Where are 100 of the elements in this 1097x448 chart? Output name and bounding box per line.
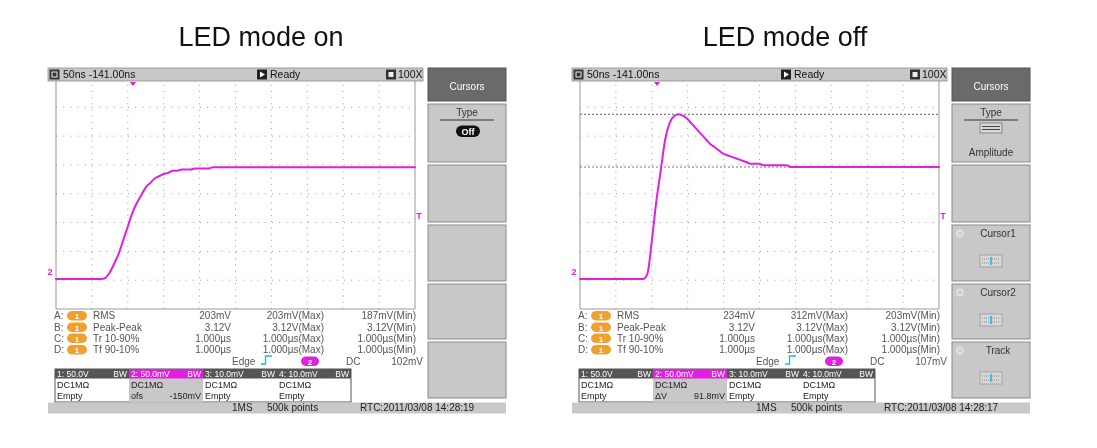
text: Off bbox=[461, 126, 476, 137]
text: 1 bbox=[74, 346, 80, 355]
text: Peak-Peak bbox=[93, 321, 143, 333]
text: 1 bbox=[598, 323, 604, 333]
text: BW bbox=[261, 368, 275, 379]
text: 1: 50.0V bbox=[581, 368, 613, 379]
text: C: bbox=[54, 332, 64, 344]
text: 3.12V(Max) bbox=[796, 321, 848, 333]
text: BW bbox=[335, 368, 349, 379]
text: 2 bbox=[571, 267, 577, 277]
text: 1.000µs(Min) bbox=[357, 344, 416, 355]
text: ofs bbox=[131, 390, 144, 401]
text: BW bbox=[113, 368, 127, 379]
text: 100X bbox=[922, 68, 947, 80]
text: 1 bbox=[74, 323, 80, 333]
text: T bbox=[940, 211, 947, 221]
text: 203mV(Min) bbox=[885, 310, 940, 321]
text: DC1MΩ bbox=[131, 379, 164, 390]
text: 2 bbox=[831, 357, 837, 367]
text: Cursors bbox=[449, 81, 485, 92]
text: Tr 10-90% bbox=[93, 332, 140, 344]
text: DC1MΩ bbox=[279, 379, 312, 390]
text: Amplitude bbox=[968, 146, 1014, 158]
text: 1 bbox=[598, 334, 604, 344]
text: C: bbox=[578, 332, 588, 344]
text: 1 bbox=[598, 346, 604, 355]
text: DC1MΩ bbox=[655, 379, 688, 390]
text: 1 bbox=[74, 312, 80, 321]
text: 1.000µs(Max) bbox=[262, 344, 324, 355]
text: 1 bbox=[74, 334, 80, 344]
text: 3.12V(Max) bbox=[272, 321, 324, 333]
text: Cursor2 bbox=[980, 287, 1017, 298]
text: ΔV bbox=[655, 390, 668, 401]
text: 2 bbox=[307, 357, 313, 367]
text: A: bbox=[54, 310, 64, 321]
text: 1.000µs(Min) bbox=[881, 344, 940, 355]
text: Ready bbox=[794, 68, 826, 80]
text: 91.8mV bbox=[693, 390, 725, 401]
text: 203mV bbox=[199, 310, 232, 321]
text: Empty bbox=[581, 390, 608, 401]
text: Empty bbox=[279, 390, 306, 401]
text: 187mV(Min) bbox=[361, 310, 416, 321]
text: Track bbox=[985, 345, 1012, 356]
text: 100X bbox=[398, 68, 423, 80]
text: 1.000µs(Max) bbox=[786, 344, 848, 355]
text: Empty bbox=[729, 390, 756, 401]
text: Cursor1 bbox=[980, 228, 1017, 239]
text: Edge bbox=[232, 355, 256, 367]
text: Peak-Peak bbox=[617, 321, 667, 333]
text: Empty bbox=[803, 390, 830, 401]
text: 3.12V bbox=[728, 321, 756, 333]
text: DC1MΩ bbox=[205, 379, 238, 390]
text: 1.000µs bbox=[719, 344, 755, 355]
text: Edge bbox=[756, 355, 780, 367]
text: 1 bbox=[598, 312, 604, 321]
text: BW bbox=[187, 368, 201, 379]
text: 234mV bbox=[723, 310, 756, 321]
text: DC1MΩ bbox=[57, 379, 90, 390]
text: 2: 50.0mV bbox=[131, 368, 171, 379]
text: 1.000µs(Max) bbox=[786, 332, 848, 344]
text: D: bbox=[54, 344, 64, 355]
text: 1.000µs bbox=[195, 344, 231, 355]
text: 3.12V(Min) bbox=[891, 321, 940, 333]
text: 1.000µs(Min) bbox=[357, 332, 416, 344]
chart-title: LED mode on bbox=[178, 22, 344, 52]
text: DC bbox=[346, 355, 361, 367]
text: 4: 10.0mV bbox=[279, 368, 319, 379]
text: 500k points bbox=[791, 402, 843, 413]
text: 1.000µs(Max) bbox=[262, 332, 324, 344]
text: A: bbox=[578, 310, 588, 321]
text: Tf 90-10% bbox=[93, 344, 140, 355]
text: 107mV bbox=[915, 355, 948, 367]
text: Cursors bbox=[973, 81, 1009, 92]
text: Tf 90-10% bbox=[617, 344, 664, 355]
text: T bbox=[416, 211, 423, 221]
text: Tr 10-90% bbox=[617, 332, 664, 344]
text: 3: 10.0mV bbox=[205, 368, 245, 379]
text: Type bbox=[456, 107, 479, 118]
text: 1MS bbox=[232, 402, 253, 413]
text: D: bbox=[578, 344, 588, 355]
text: Type bbox=[980, 107, 1003, 118]
text: DC1MΩ bbox=[803, 379, 836, 390]
text: Empty bbox=[57, 390, 84, 401]
text: 1MS bbox=[756, 402, 777, 413]
text: B: bbox=[578, 321, 588, 333]
text: 50ns -141.00ns bbox=[587, 68, 660, 80]
text: 1.000µs bbox=[719, 332, 755, 344]
text: DC bbox=[870, 355, 885, 367]
text: DC1MΩ bbox=[581, 379, 614, 390]
text: 1.000µs(Min) bbox=[881, 332, 940, 344]
text: BW bbox=[785, 368, 799, 379]
text: RMS bbox=[617, 310, 640, 321]
text: RTC:2011/03/08 14:28:17 bbox=[884, 402, 999, 413]
text: Ready bbox=[270, 68, 302, 80]
text: 312mV(Max) bbox=[790, 310, 848, 321]
text: 1: 50.0V bbox=[57, 368, 89, 379]
text: 3.12V bbox=[204, 321, 232, 333]
text: BW bbox=[859, 368, 873, 379]
chart-title: LED mode off bbox=[702, 22, 868, 52]
text: 203mV(Max) bbox=[266, 310, 324, 321]
